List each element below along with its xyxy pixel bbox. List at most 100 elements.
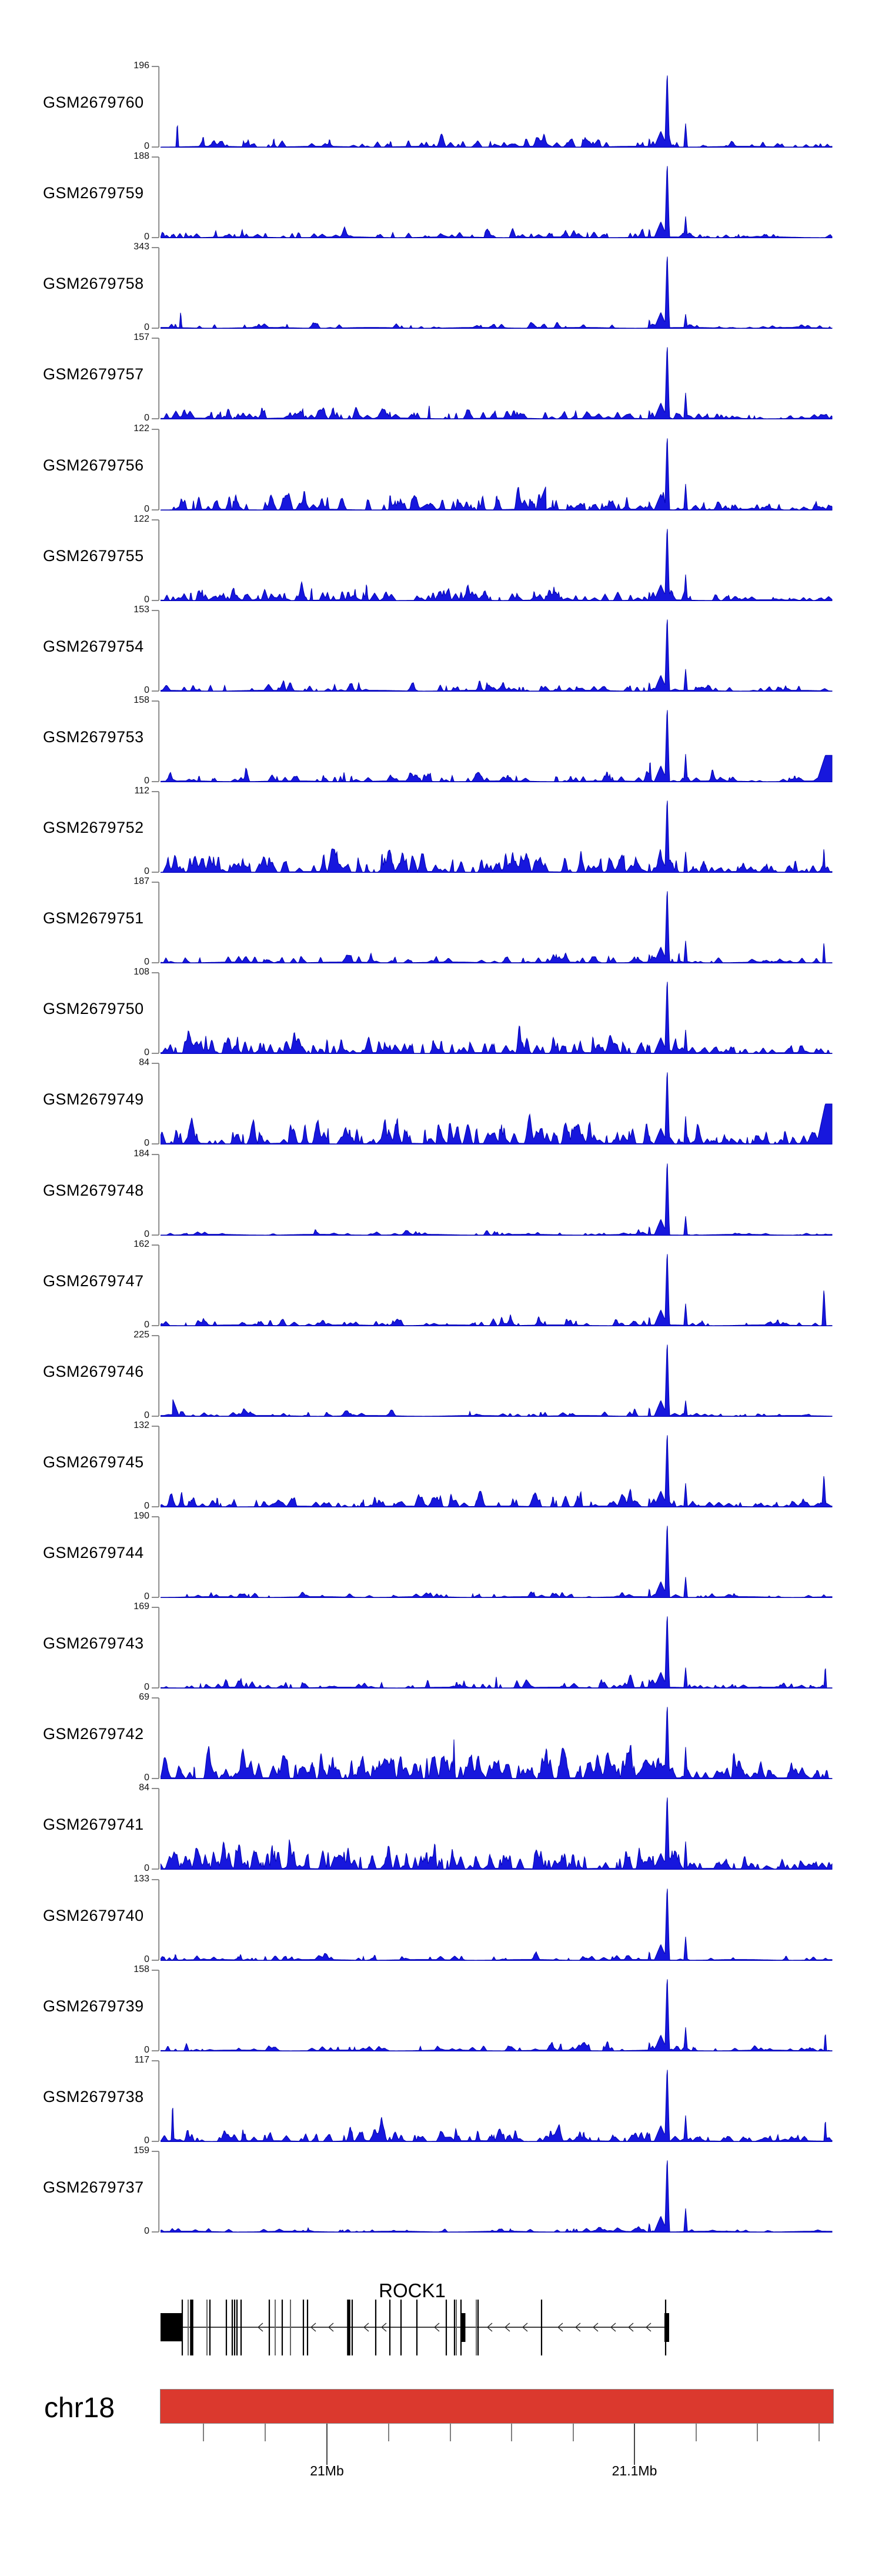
strand-arrow-icon: [646, 2323, 652, 2332]
track-sample-label: GSM2679739: [43, 1997, 144, 2015]
track-sample-label: GSM2679754: [43, 637, 144, 655]
coverage-track-GSM2679757: GSM2679757 157 0: [0, 332, 882, 429]
coverage-signal: [161, 1526, 833, 1599]
track-max-value: 122: [133, 513, 149, 524]
track-sample-label: GSM2679745: [43, 1453, 144, 1471]
strand-arrow-icon: [328, 2323, 334, 2332]
track-y-axis: [152, 1878, 160, 1961]
coverage-signal: [161, 1254, 833, 1326]
track-y-axis: [152, 2060, 160, 2142]
coverage-track-GSM2679753: GSM2679753 158 0: [0, 695, 882, 792]
track-y-axis: [152, 1516, 160, 1598]
track-y-axis: [152, 1788, 160, 1870]
coverage-track-GSM2679739: GSM2679739 158 0: [0, 1964, 882, 2061]
gene-name-label: ROCK1: [379, 2280, 446, 2301]
coverage-signal: [161, 1888, 833, 1961]
coverage-signal: [161, 2070, 833, 2142]
track-y-axis: [152, 1334, 160, 1417]
track-max-value: 132: [133, 1420, 149, 1430]
strand-arrow-icon: [505, 2323, 510, 2332]
coverage-track-GSM2679743: GSM2679743 169 0: [0, 1601, 882, 1698]
coverage-signal: [161, 1616, 833, 1689]
coverage-signal: [161, 1797, 833, 1870]
track-y-axis: [152, 1697, 160, 1780]
strand-arrow-icon: [487, 2323, 493, 2332]
track-zero-value: 0: [144, 957, 149, 967]
track-max-value: 84: [139, 1783, 149, 1793]
coverage-signal: [161, 1163, 833, 1236]
coverage-track-GSM2679750: GSM2679750 108 0: [0, 967, 882, 1063]
strand-arrow-icon: [575, 2323, 581, 2332]
track-max-value: 169: [133, 1601, 149, 1612]
coverage-track-GSM2679759: GSM2679759 188 0: [0, 151, 882, 248]
scale-tick-label: 21Mb: [310, 2463, 344, 2478]
coverage-track-GSM2679742: GSM2679742 69 0: [0, 1692, 882, 1788]
track-sample-label: GSM2679758: [43, 275, 144, 293]
track-sample-label: GSM2679753: [43, 728, 144, 746]
track-zero-value: 0: [144, 232, 149, 242]
coverage-signal: [161, 1435, 833, 1507]
track-y-axis: [152, 882, 160, 964]
track-max-value: 122: [133, 423, 149, 433]
track-y-axis: [152, 700, 160, 782]
track-y-axis: [152, 1607, 160, 1689]
coverage-track-GSM2679748: GSM2679748 184 0: [0, 1149, 882, 1245]
track-max-value: 157: [133, 332, 149, 343]
coverage-signal: [161, 982, 833, 1055]
track-max-value: 84: [139, 1057, 149, 1068]
track-zero-value: 0: [144, 1138, 149, 1149]
exon-box: [664, 2313, 669, 2342]
track-sample-label: GSM2679752: [43, 819, 144, 837]
track-sample-label: GSM2679746: [43, 1362, 144, 1380]
track-zero-value: 0: [144, 1954, 149, 1964]
track-sample-label: GSM2679751: [43, 909, 144, 927]
track-zero-value: 0: [144, 141, 149, 151]
coverage-track-GSM2679744: GSM2679744 190 0: [0, 1511, 882, 1607]
track-zero-value: 0: [144, 1682, 149, 1693]
chromosome-ideogram-bar: [160, 2389, 834, 2424]
track-sample-label: GSM2679755: [43, 546, 144, 565]
track-zero-value: 0: [144, 1410, 149, 1420]
track-y-axis: [152, 609, 160, 692]
track-zero-value: 0: [144, 1863, 149, 1874]
track-max-value: 184: [133, 1148, 149, 1159]
coverage-track-GSM2679752: GSM2679752 112 0: [0, 786, 882, 882]
track-max-value: 158: [133, 1964, 149, 1974]
strand-arrow-icon: [610, 2323, 616, 2332]
track-sample-label: GSM2679750: [43, 1000, 144, 1018]
track-y-axis: [152, 428, 160, 510]
scale-tick-label: 21.1Mb: [612, 2463, 657, 2478]
track-max-value: 133: [133, 1873, 149, 1884]
chromosome-name-label: chr18: [44, 2393, 115, 2424]
track-zero-value: 0: [144, 866, 149, 877]
strand-arrow-icon: [258, 2323, 263, 2332]
track-y-axis: [152, 1969, 160, 2051]
track-y-axis: [152, 1063, 160, 1145]
track-y-axis: [152, 1244, 160, 1326]
coverage-signal: [161, 2160, 833, 2233]
coverage-track-GSM2679749: GSM2679749 84 0: [0, 1057, 882, 1154]
track-y-axis: [152, 66, 160, 148]
strand-arrow-icon: [381, 2323, 387, 2332]
track-zero-value: 0: [144, 413, 149, 423]
coverage-signal: [161, 256, 833, 329]
track-y-axis: [152, 338, 160, 420]
track-zero-value: 0: [144, 594, 149, 605]
track-sample-label: GSM2679747: [43, 1272, 144, 1290]
chromosome-ideogram-track: chr18 21Mb 21.1Mb: [0, 2389, 882, 2495]
track-max-value: 187: [133, 876, 149, 887]
coverage-track-GSM2679755: GSM2679755 122 0: [0, 514, 882, 610]
track-zero-value: 0: [144, 1229, 149, 1239]
coverage-signal: [161, 800, 833, 873]
coverage-signal: [161, 1072, 833, 1145]
track-max-value: 190: [133, 1511, 149, 1521]
gene-annotation-track: ROCK1: [0, 2280, 882, 2391]
track-y-axis: [152, 519, 160, 601]
track-zero-value: 0: [144, 503, 149, 514]
track-max-value: 158: [133, 695, 149, 705]
track-zero-value: 0: [144, 2044, 149, 2055]
coverage-track-GSM2679747: GSM2679747 162 0: [0, 1239, 882, 1336]
coverage-track-GSM2679746: GSM2679746 225 0: [0, 1330, 882, 1426]
coverage-track-GSM2679737: GSM2679737 159 0: [0, 2145, 882, 2242]
coverage-track-GSM2679738: GSM2679738 117 0: [0, 2055, 882, 2151]
